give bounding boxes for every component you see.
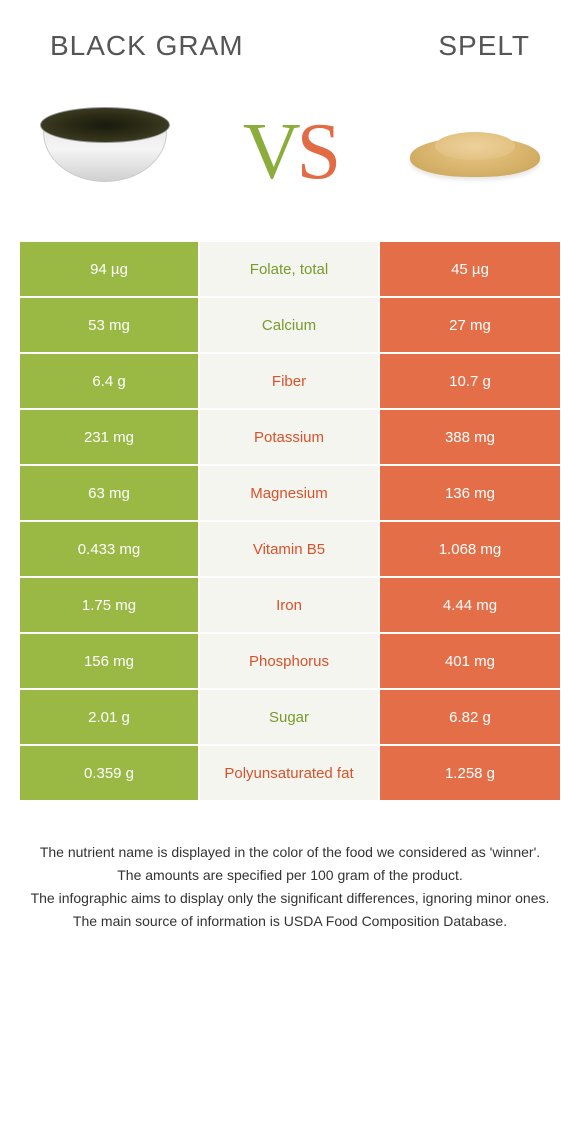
footer-line: The main source of information is USDA F… bbox=[30, 911, 550, 932]
right-value-cell: 388 mg bbox=[380, 410, 560, 466]
table-row: 1.75 mgIron4.44 mg bbox=[20, 578, 560, 634]
right-value-cell: 1.068 mg bbox=[380, 522, 560, 578]
left-value-cell: 231 mg bbox=[20, 410, 200, 466]
vs-v-letter: V bbox=[243, 108, 297, 196]
right-value-cell: 6.82 g bbox=[380, 690, 560, 746]
right-value-cell: 136 mg bbox=[380, 466, 560, 522]
nutrient-label-cell: Calcium bbox=[200, 298, 380, 354]
vs-s-letter: S bbox=[297, 108, 338, 196]
right-food-title: Spelt bbox=[438, 30, 530, 62]
left-food-title: Black gram bbox=[50, 30, 244, 62]
left-value-cell: 0.433 mg bbox=[20, 522, 200, 578]
left-value-cell: 2.01 g bbox=[20, 690, 200, 746]
left-value-cell: 1.75 mg bbox=[20, 578, 200, 634]
table-row: 94 µgFolate, total45 µg bbox=[20, 242, 560, 298]
table-row: 63 mgMagnesium136 mg bbox=[20, 466, 560, 522]
nutrient-label-cell: Phosphorus bbox=[200, 634, 380, 690]
right-value-cell: 10.7 g bbox=[380, 354, 560, 410]
left-food-image bbox=[30, 92, 180, 212]
nutrient-label-cell: Magnesium bbox=[200, 466, 380, 522]
table-row: 6.4 gFiber10.7 g bbox=[20, 354, 560, 410]
vs-row: VS bbox=[0, 82, 580, 242]
right-food-image bbox=[400, 92, 550, 212]
nutrient-label-cell: Polyunsaturated fat bbox=[200, 746, 380, 802]
left-value-cell: 94 µg bbox=[20, 242, 200, 298]
table-row: 2.01 gSugar6.82 g bbox=[20, 690, 560, 746]
left-value-cell: 63 mg bbox=[20, 466, 200, 522]
footer-line: The nutrient name is displayed in the co… bbox=[30, 842, 550, 863]
left-value-cell: 53 mg bbox=[20, 298, 200, 354]
table-row: 0.433 mgVitamin B51.068 mg bbox=[20, 522, 560, 578]
left-value-cell: 156 mg bbox=[20, 634, 200, 690]
left-value-cell: 6.4 g bbox=[20, 354, 200, 410]
nutrient-label-cell: Folate, total bbox=[200, 242, 380, 298]
table-row: 231 mgPotassium388 mg bbox=[20, 410, 560, 466]
footer-line: The amounts are specified per 100 gram o… bbox=[30, 865, 550, 886]
table-row: 0.359 gPolyunsaturated fat1.258 g bbox=[20, 746, 560, 802]
nutrient-label-cell: Sugar bbox=[200, 690, 380, 746]
right-value-cell: 401 mg bbox=[380, 634, 560, 690]
table-row: 53 mgCalcium27 mg bbox=[20, 298, 560, 354]
footer-notes: The nutrient name is displayed in the co… bbox=[0, 802, 580, 954]
left-value-cell: 0.359 g bbox=[20, 746, 200, 802]
nutrient-label-cell: Potassium bbox=[200, 410, 380, 466]
right-value-cell: 1.258 g bbox=[380, 746, 560, 802]
nutrient-label-cell: Vitamin B5 bbox=[200, 522, 380, 578]
right-value-cell: 45 µg bbox=[380, 242, 560, 298]
right-value-cell: 27 mg bbox=[380, 298, 560, 354]
table-row: 156 mgPhosphorus401 mg bbox=[20, 634, 560, 690]
black-gram-bowl-icon bbox=[40, 115, 170, 190]
right-value-cell: 4.44 mg bbox=[380, 578, 560, 634]
spelt-pile-icon bbox=[405, 122, 545, 182]
nutrient-label-cell: Iron bbox=[200, 578, 380, 634]
nutrient-label-cell: Fiber bbox=[200, 354, 380, 410]
vs-label: VS bbox=[243, 107, 337, 198]
nutrient-table: 94 µgFolate, total45 µg53 mgCalcium27 mg… bbox=[20, 242, 560, 802]
footer-line: The infographic aims to display only the… bbox=[30, 888, 550, 909]
header: Black gram Spelt bbox=[0, 0, 580, 82]
